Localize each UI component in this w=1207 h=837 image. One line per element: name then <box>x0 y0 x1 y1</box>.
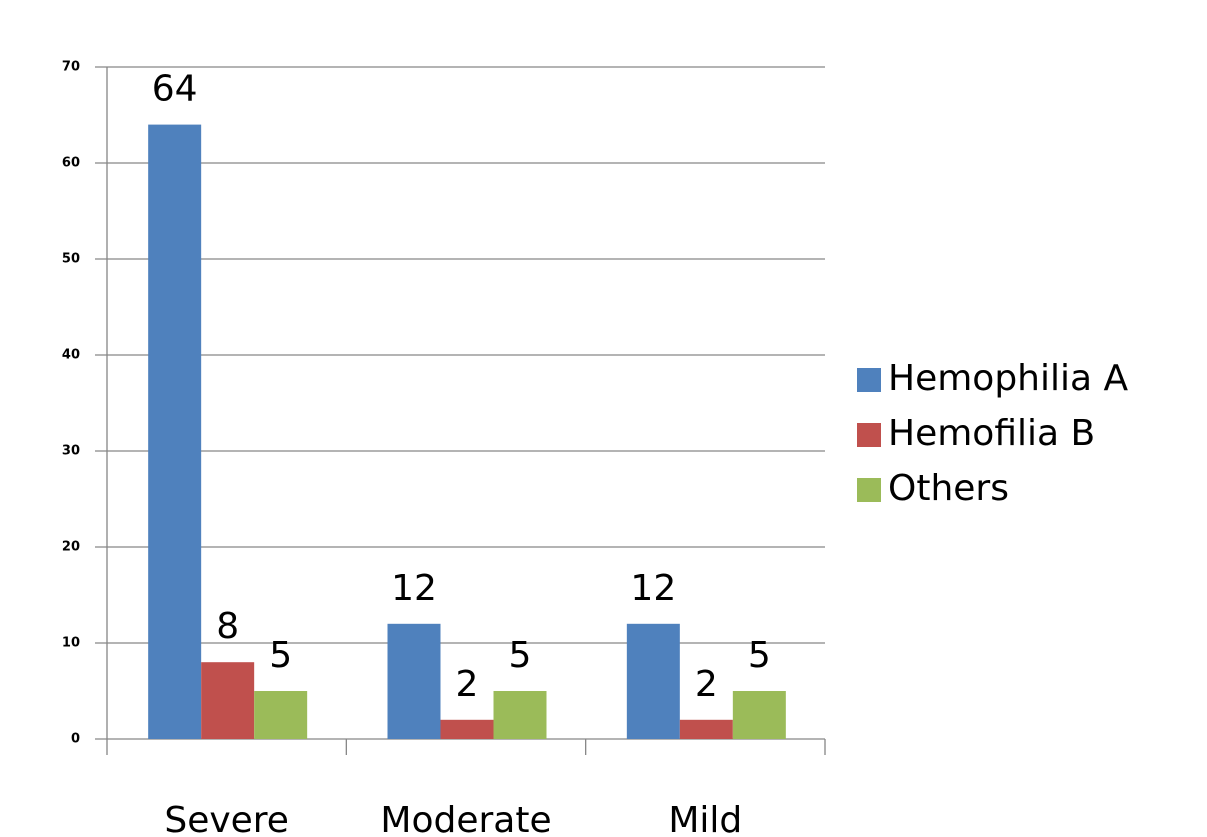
data-label: 64 <box>152 69 198 110</box>
legend-swatch <box>857 368 881 392</box>
y-tick-label: 20 <box>62 540 80 555</box>
legend-swatch <box>857 478 881 502</box>
data-label: 5 <box>748 635 771 676</box>
data-label: 2 <box>456 664 479 705</box>
data-label: 12 <box>630 568 676 609</box>
y-tick-label: 40 <box>62 348 80 363</box>
data-label: 2 <box>695 664 718 705</box>
legend-label: Others <box>888 468 1009 509</box>
data-label: 8 <box>216 606 239 647</box>
bar <box>493 691 547 739</box>
bar <box>626 623 680 739</box>
y-tick-label: 60 <box>62 156 80 171</box>
bar <box>679 719 733 739</box>
bar <box>387 623 441 739</box>
bar <box>254 691 308 739</box>
data-label: 5 <box>509 635 532 676</box>
bar <box>148 124 202 740</box>
legend-label: Hemophilia A <box>888 358 1128 399</box>
bar <box>440 719 494 739</box>
y-tick-label: 70 <box>62 60 80 75</box>
bar <box>201 662 255 739</box>
y-tick-label: 0 <box>71 732 80 747</box>
legend-swatch <box>857 423 881 447</box>
y-tick-label: 30 <box>62 444 80 459</box>
bar <box>732 691 786 739</box>
legend-label: Hemofilia B <box>888 413 1095 454</box>
y-tick-label: 10 <box>62 636 80 651</box>
data-label: 5 <box>269 635 292 676</box>
x-tick-label: Severe <box>164 800 289 837</box>
x-tick-label: Mild <box>668 800 742 837</box>
data-label: 12 <box>391 568 437 609</box>
y-tick-label: 50 <box>62 252 80 267</box>
x-tick-label: Moderate <box>380 800 551 837</box>
